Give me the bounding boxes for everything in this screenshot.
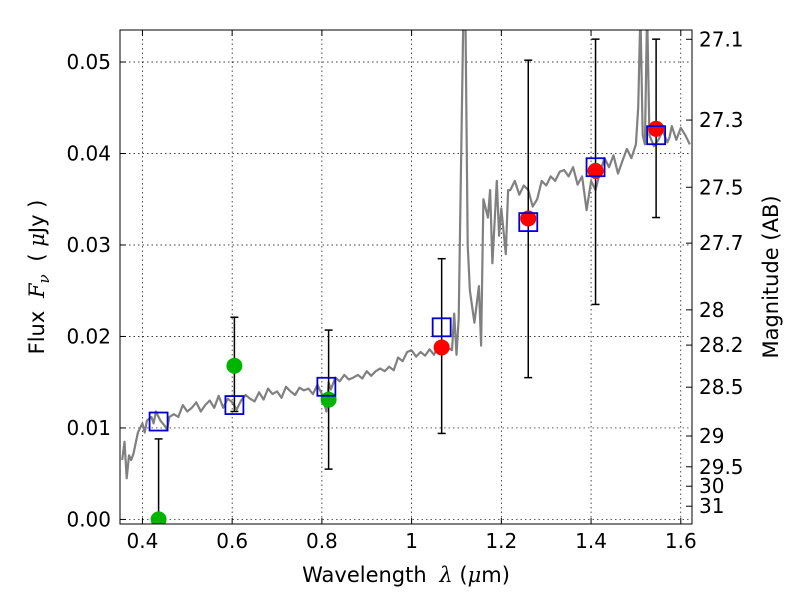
right-axis-label: Magnitude (AB) xyxy=(759,195,783,358)
y-tick-labels: 0.00 0.01 0.02 0.03 0.04 0.05 xyxy=(66,50,111,531)
plot-area xyxy=(121,30,691,524)
magnitude-tick-label: 31 xyxy=(699,494,724,518)
x-axis-label: Wavelength λ (μm) xyxy=(302,563,510,587)
x-tick-label: 1 xyxy=(405,529,418,553)
magnitude-tick-label: 28.5 xyxy=(699,375,744,399)
x-tick-label: 0.4 xyxy=(127,529,159,553)
green-data-point xyxy=(226,357,243,374)
model-photometry-square xyxy=(518,212,539,233)
ticks xyxy=(120,30,692,524)
x-tick-labels: 0.4 0.6 0.8 1 1.2 1.4 1.6 xyxy=(127,529,697,553)
y-tick-label: 0.01 xyxy=(66,416,111,440)
x-tick-label: 1.2 xyxy=(485,529,517,553)
gridlines xyxy=(120,30,692,524)
magnitude-tick-label: 29 xyxy=(699,424,724,448)
x-tick-label: 1.6 xyxy=(665,529,697,553)
magnitude-tick-label: 29.5 xyxy=(699,455,744,479)
y-tick-label: 0.00 xyxy=(66,507,111,531)
x-tick-label: 0.6 xyxy=(216,529,248,553)
green-data-point xyxy=(320,391,337,408)
model-photometry-square xyxy=(646,125,667,146)
x-tick-label: 0.8 xyxy=(306,529,338,553)
model-photometry-square xyxy=(148,411,169,432)
model-photometry-square xyxy=(224,395,245,415)
model-photometry-square xyxy=(316,376,337,397)
red-data-point xyxy=(587,162,604,179)
red-data-point xyxy=(520,210,537,227)
red-data-point xyxy=(433,339,450,356)
x-tick-label: 1.4 xyxy=(575,529,607,553)
magnitude-tick-label: 27.1 xyxy=(699,27,744,51)
y-tick-label: 0.03 xyxy=(66,233,111,257)
magnitude-tick-label: 27.7 xyxy=(699,231,744,255)
green-data-point xyxy=(150,511,167,524)
y-tick-label: 0.04 xyxy=(66,142,111,166)
magnitude-tick-label: 28 xyxy=(699,298,724,322)
magnitude-tick-label: 27.3 xyxy=(699,108,744,132)
y-tick-label: 0.02 xyxy=(66,324,111,348)
magnitude-tick-label: 30 xyxy=(699,474,724,498)
y-axis-label: Flux Fν ( μJy ) xyxy=(25,200,54,355)
model-photometry-square xyxy=(431,317,452,338)
y-tick-label: 0.05 xyxy=(66,50,111,74)
plot-frame xyxy=(119,29,693,525)
red-data-point xyxy=(648,120,665,137)
magnitude-tick-label: 27.5 xyxy=(699,175,744,199)
magnitude-tick-label: 28.2 xyxy=(699,333,744,357)
model-photometry-square xyxy=(585,157,606,178)
